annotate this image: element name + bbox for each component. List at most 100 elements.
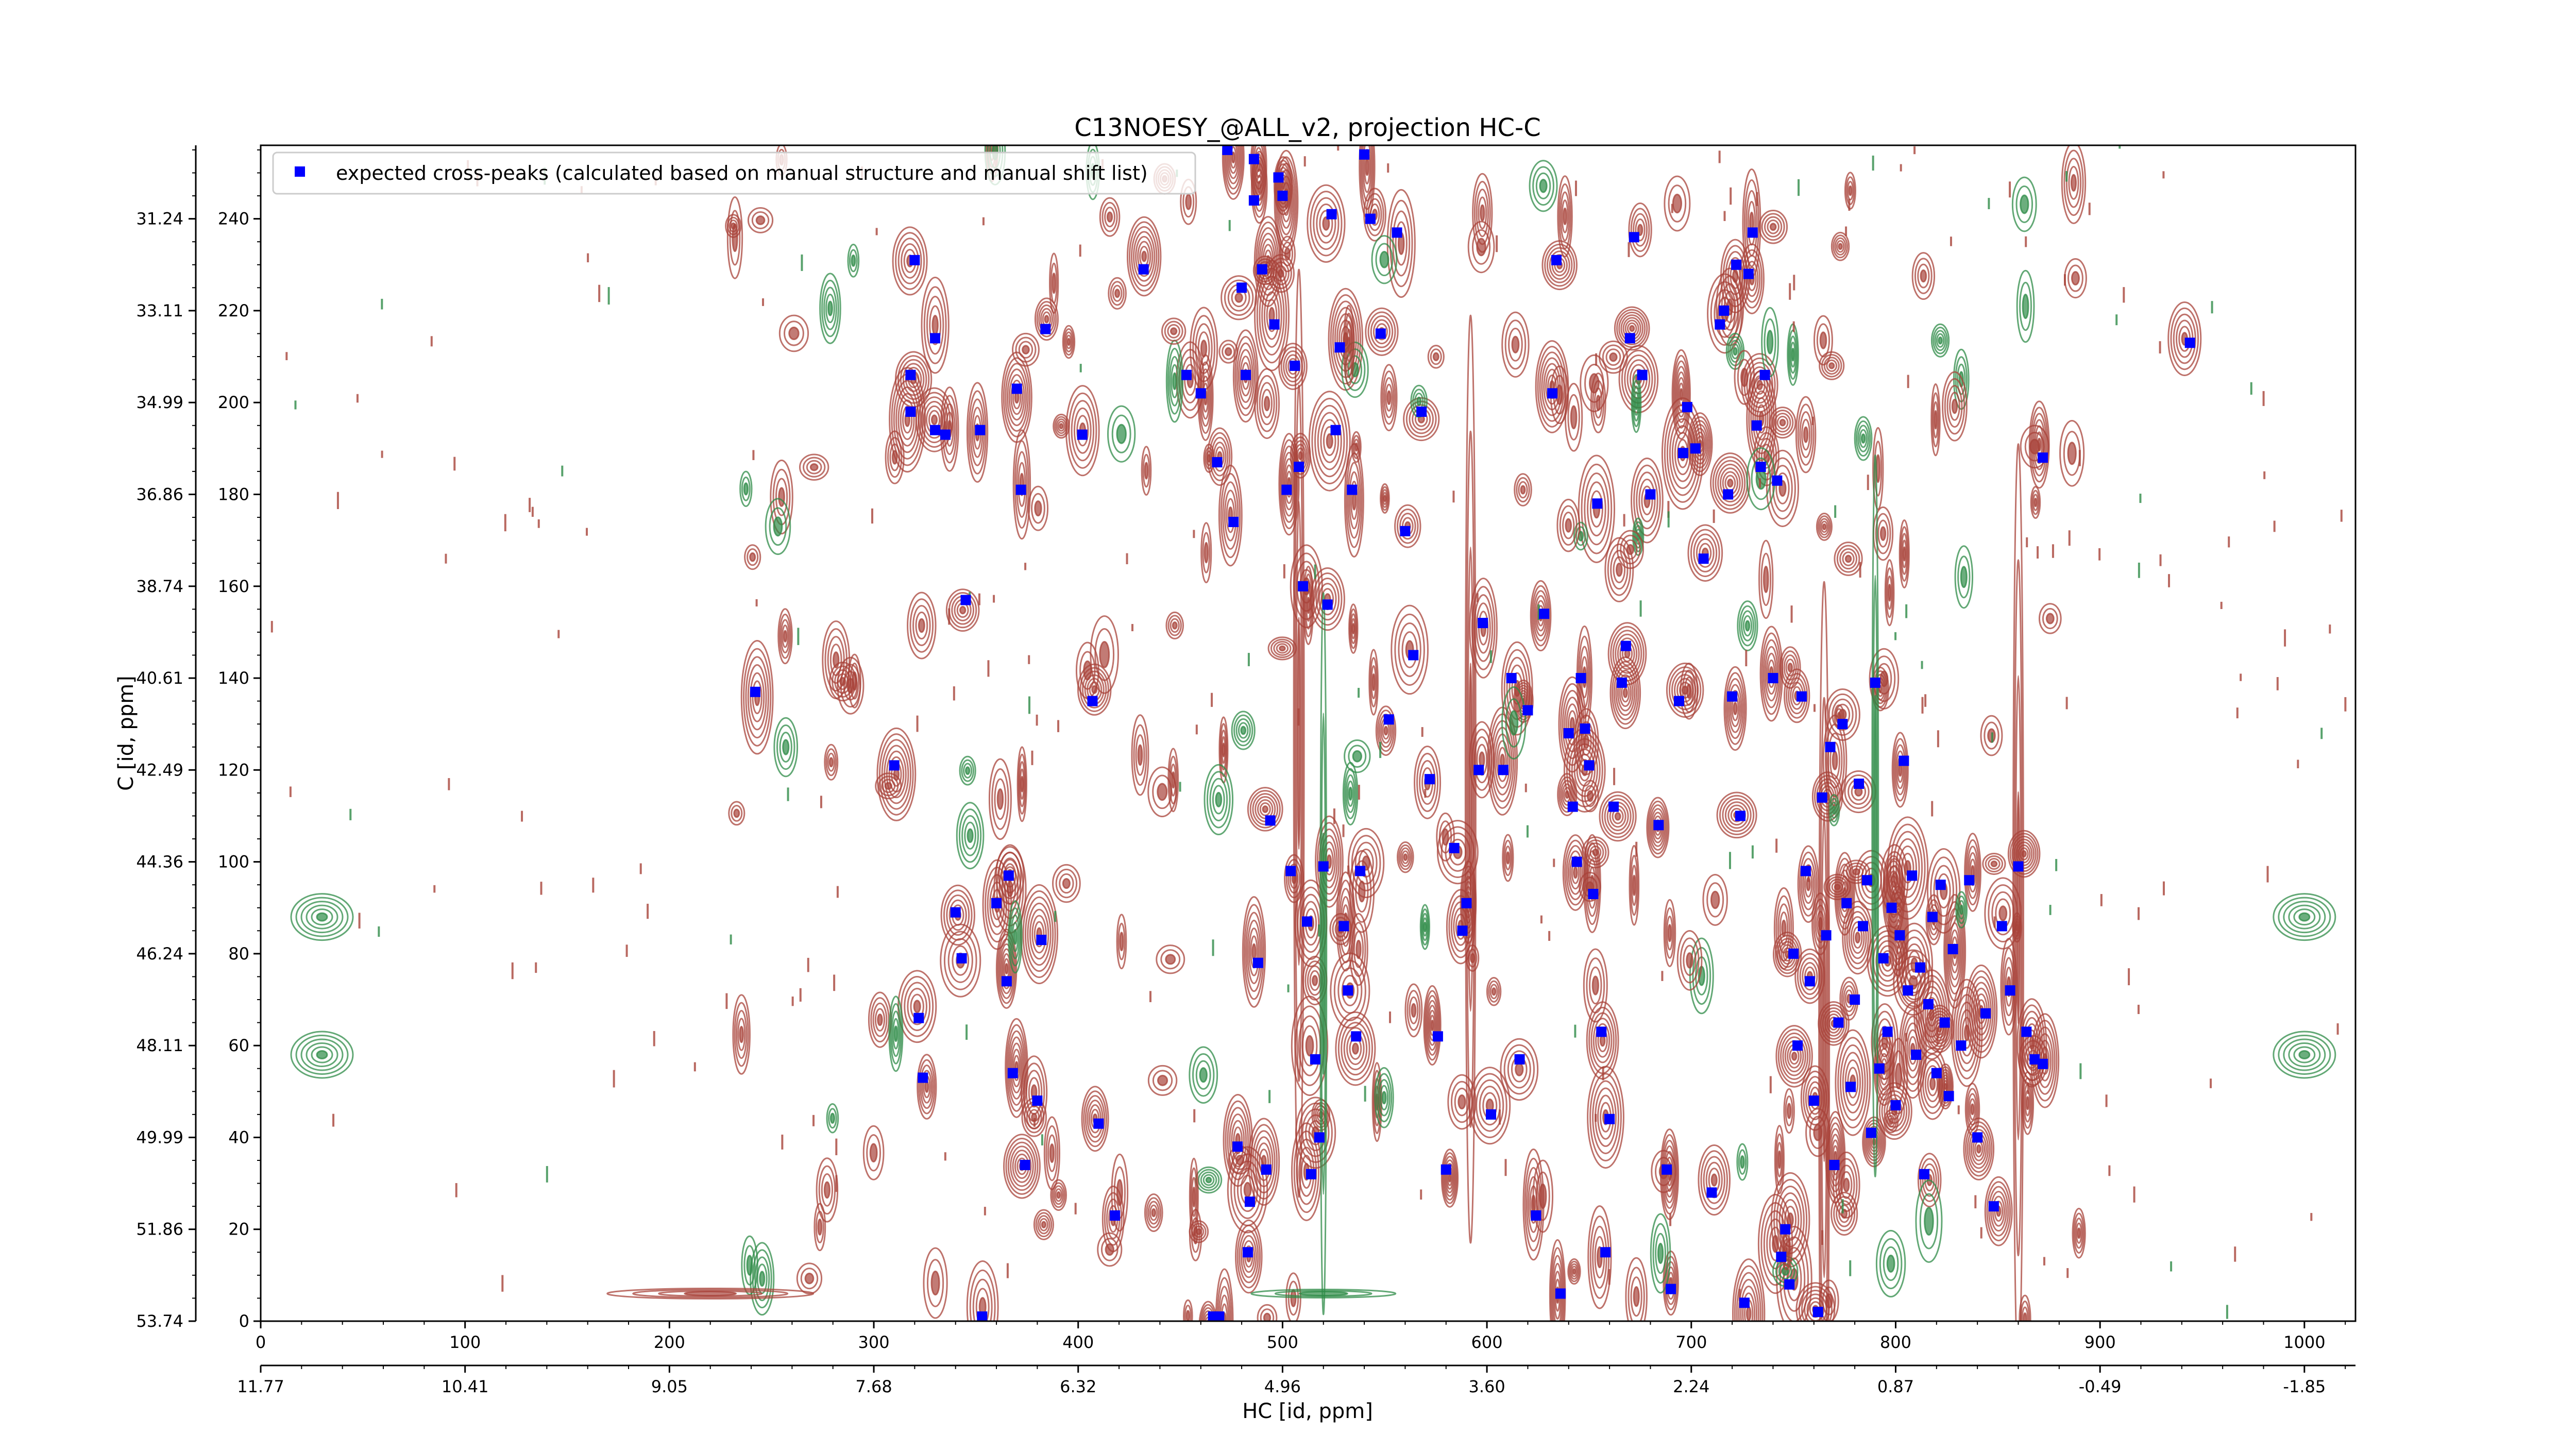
contour-feature-ring (1106, 211, 1113, 223)
contour-feature-ring (726, 196, 743, 279)
cross-peak-marker (950, 907, 961, 918)
ridge-contour-ring (2016, 791, 2021, 1025)
contour-feature (1880, 844, 1909, 916)
contour-feature-ring (1888, 1118, 1894, 1125)
contour-feature-ring (1192, 1186, 1196, 1208)
contour-feature-ring (862, 1125, 885, 1180)
positive-contour-ring (1008, 374, 1025, 421)
contour-feature-ring (1569, 1263, 1579, 1280)
contour-feature-ring (1200, 1171, 1217, 1189)
positive-contour (1307, 184, 1346, 263)
positive-contour-ring (1248, 1118, 1280, 1206)
positive-contour (1937, 1063, 1954, 1110)
ridge-contour-ring (1467, 546, 1474, 1012)
positive-contour-ring (1998, 905, 2008, 921)
contour-feature-ring (1739, 605, 1756, 647)
contour-feature-ring (1436, 812, 1455, 862)
contour-feature-ring (887, 436, 903, 478)
positive-contour-ring (1762, 639, 1780, 708)
contour-feature-ring (1033, 1209, 1054, 1240)
positive-contour (1599, 791, 1637, 842)
contour-feature-ring (1146, 1197, 1162, 1228)
positive-contour-ring (1741, 249, 1763, 309)
positive-contour-ring (750, 672, 765, 722)
positive-contour-ring (1927, 848, 1961, 934)
contour-feature-ring (1509, 710, 1519, 736)
cross-peak-marker (1285, 866, 1296, 876)
cross-peak-marker (1425, 774, 1435, 785)
positive-contour-ring (1628, 203, 1652, 258)
cross-peak-marker (1866, 1127, 1876, 1138)
ppm-y-tick-label: 31.24 (136, 209, 183, 229)
cross-peak-marker (1040, 324, 1051, 334)
positive-contour-ring (1889, 823, 1926, 913)
contour-feature-ring (1944, 378, 1965, 435)
positive-contour-ring (1984, 1176, 2013, 1246)
positive-contour-ring (1004, 963, 1009, 975)
contour-feature (1774, 1125, 1785, 1194)
contour-feature-ring (1736, 1143, 1749, 1181)
positive-contour (1335, 1011, 1376, 1086)
contour-feature (1027, 485, 1049, 531)
contour-feature-ring (1157, 1074, 1168, 1086)
y-tick-label: 200 (218, 393, 249, 412)
contour-feature (1397, 841, 1414, 873)
contour-feature-ring (1116, 914, 1127, 970)
negative-contour-band-ring (2288, 904, 2321, 930)
contour-feature-ring (1137, 744, 1143, 766)
cross-peak-marker (913, 1013, 924, 1023)
positive-contour-ring (1199, 1304, 1216, 1321)
contour-feature-ring (1027, 485, 1049, 531)
positive-contour-ring (907, 988, 928, 1025)
y-tick-label: 20 (228, 1220, 249, 1239)
contour-feature-ring (1050, 262, 1058, 304)
positive-contour (1732, 1258, 1766, 1321)
positive-contour-ring (1330, 294, 1361, 385)
contour-feature-ring (1045, 1125, 1059, 1182)
contour-feature-ring (759, 1271, 766, 1287)
positive-contour-ring (1607, 622, 1647, 686)
positive-contour (892, 226, 928, 296)
cross-peak-marker (1645, 489, 1656, 500)
positive-contour-ring (1842, 1052, 1863, 1113)
contour-feature-ring (1165, 954, 1176, 965)
positive-contour-ring (1223, 145, 1244, 195)
y-axis: 053.742051.864049.996048.118046.2410044.… (136, 145, 261, 1331)
contour-feature-ring (1355, 939, 1362, 959)
positive-contour-ring (1198, 1301, 1218, 1321)
ppm-x-tick-label: 7.68 (855, 1377, 892, 1396)
contour-feature-ring (1652, 1223, 1669, 1284)
contour-feature-ring (2032, 494, 2039, 511)
contour-feature (1629, 845, 1640, 926)
contour-feature (747, 207, 774, 233)
contour-feature-ring (1165, 611, 1184, 639)
positive-contour-ring (1567, 850, 1583, 895)
positive-contour-ring (1969, 1129, 1989, 1169)
positive-contour-ring (940, 386, 959, 472)
contour-feature-ring (1980, 715, 2003, 756)
positive-contour-ring (1636, 471, 1658, 530)
contour-feature-ring (2016, 269, 2035, 343)
positive-contour-ring (1951, 978, 1983, 1087)
cross-peak-marker (1347, 484, 1358, 495)
contour-feature-ring (1984, 721, 1999, 750)
positive-contour-ring (1129, 221, 1160, 292)
contour-feature-ring (2019, 281, 2032, 331)
positive-contour-ring (1243, 1182, 1252, 1198)
cross-peak-marker (1232, 1141, 1243, 1152)
positive-contour-ring (1427, 1005, 1437, 1046)
positive-contour-ring (1587, 1066, 1624, 1169)
positive-contour-ring (1084, 1095, 1106, 1143)
contour-feature-ring (1887, 1115, 1895, 1128)
contour-feature-ring (1834, 237, 1846, 256)
contour-feature-ring (782, 739, 790, 755)
positive-contour-ring (1389, 199, 1413, 288)
contour-feature-ring (1686, 683, 1692, 699)
ppm-x-tick-label: -0.49 (2079, 1377, 2122, 1396)
positive-contour-ring (1319, 210, 1333, 238)
positive-contour-ring (1229, 1113, 1247, 1168)
contour-feature (1567, 1258, 1581, 1285)
cross-peak-marker (1706, 1187, 1717, 1198)
positive-contour-ring (1003, 357, 1031, 437)
cross-peak-marker (1919, 1169, 1929, 1179)
